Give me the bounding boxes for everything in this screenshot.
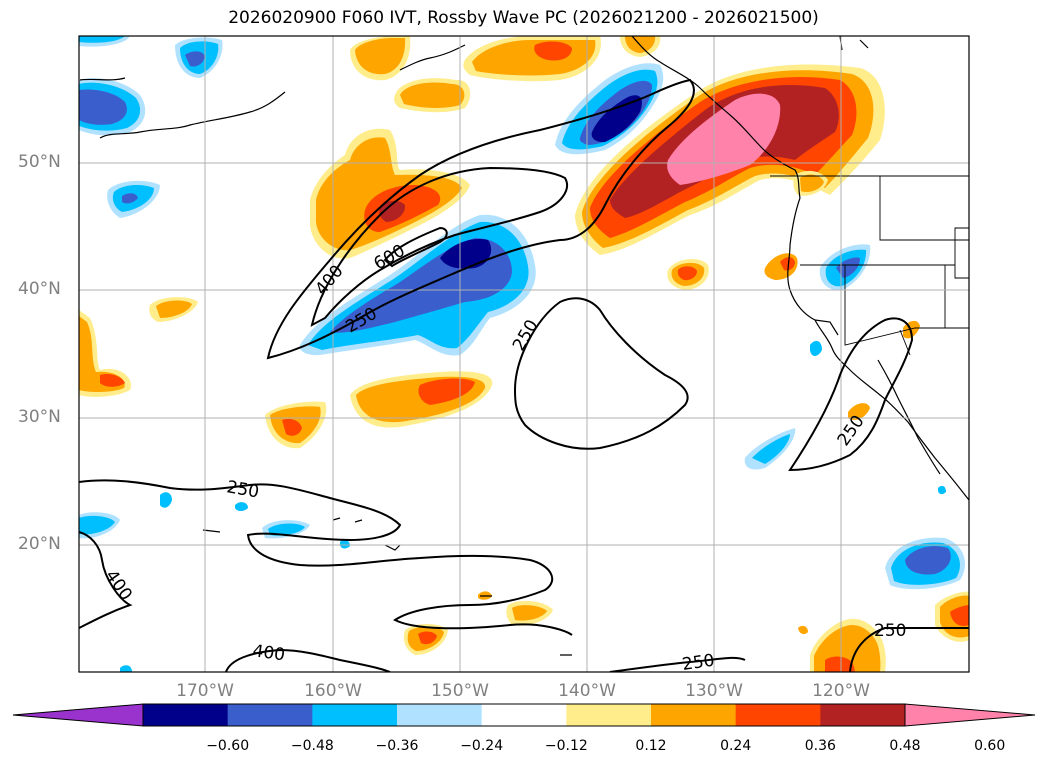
colorbar-tick-label: −0.12 bbox=[544, 738, 588, 754]
colorbar-min-extend bbox=[12, 703, 144, 727]
colorbar-segment bbox=[651, 704, 737, 726]
lon-label: 140°W bbox=[558, 681, 616, 701]
contour-250-se bbox=[849, 627, 969, 672]
contour-400 bbox=[310, 166, 568, 327]
colorbar-segment bbox=[397, 704, 483, 726]
graticule bbox=[79, 36, 969, 672]
lat-label: 50°N bbox=[18, 152, 61, 172]
colorbar-tick-label: 0.48 bbox=[889, 738, 921, 754]
colorbar-segment bbox=[566, 704, 652, 726]
colorbar-segment bbox=[481, 704, 567, 726]
colorbar-tick-label: −0.24 bbox=[460, 738, 504, 754]
colorbar-segment bbox=[735, 704, 821, 726]
lon-label: 150°W bbox=[431, 681, 489, 701]
colorbar-tick-label: 0.60 bbox=[974, 738, 1006, 754]
contour-250-closed bbox=[513, 297, 689, 450]
pos-anomaly-coast-pink bbox=[667, 93, 781, 185]
colorbar-tick-label: −0.60 bbox=[206, 738, 250, 754]
colorbar-segment bbox=[312, 704, 398, 726]
ivt-anomaly-fills bbox=[79, 36, 969, 672]
contour-label: 400 bbox=[251, 641, 286, 665]
contour-250-subtropic bbox=[79, 479, 573, 636]
lon-label: 160°W bbox=[304, 681, 362, 701]
coastlines bbox=[79, 36, 969, 656]
colorbar-tick-label: −0.36 bbox=[375, 738, 419, 754]
lat-label: 30°N bbox=[18, 407, 61, 427]
colorbar-tick-label: 0.24 bbox=[720, 738, 752, 754]
contour-250-main bbox=[266, 78, 695, 360]
contour-600 bbox=[383, 226, 448, 268]
colorbar-max-extend bbox=[904, 703, 1036, 727]
colorbar-tick-label: 0.36 bbox=[804, 738, 836, 754]
colorbar-frame bbox=[142, 703, 906, 727]
colorbar-segment bbox=[143, 704, 229, 726]
lat-label: 40°N bbox=[18, 279, 61, 299]
colorbar-tick-label: −0.48 bbox=[290, 738, 334, 754]
contour-400-south bbox=[225, 648, 391, 672]
colorbar-segment bbox=[820, 704, 906, 726]
contour-label: 250 bbox=[874, 621, 906, 641]
lat-label: 20°N bbox=[18, 534, 61, 554]
map-frame bbox=[78, 35, 970, 673]
map-title: 2026020900 F060 IVT, Rossby Wave PC (202… bbox=[228, 8, 819, 28]
lon-label: 120°W bbox=[812, 681, 870, 701]
lon-label: 170°W bbox=[176, 681, 234, 701]
contour-250-south bbox=[609, 656, 746, 672]
lon-label: 130°W bbox=[685, 681, 743, 701]
contour-400-west bbox=[79, 531, 133, 629]
colorbar-segment bbox=[227, 704, 313, 726]
borders bbox=[770, 175, 969, 356]
colorbar-tick-label: 0.12 bbox=[635, 738, 667, 754]
contour-250-baja bbox=[788, 317, 914, 472]
ivt-contours bbox=[79, 78, 969, 672]
contour-label: 250 bbox=[681, 651, 716, 675]
